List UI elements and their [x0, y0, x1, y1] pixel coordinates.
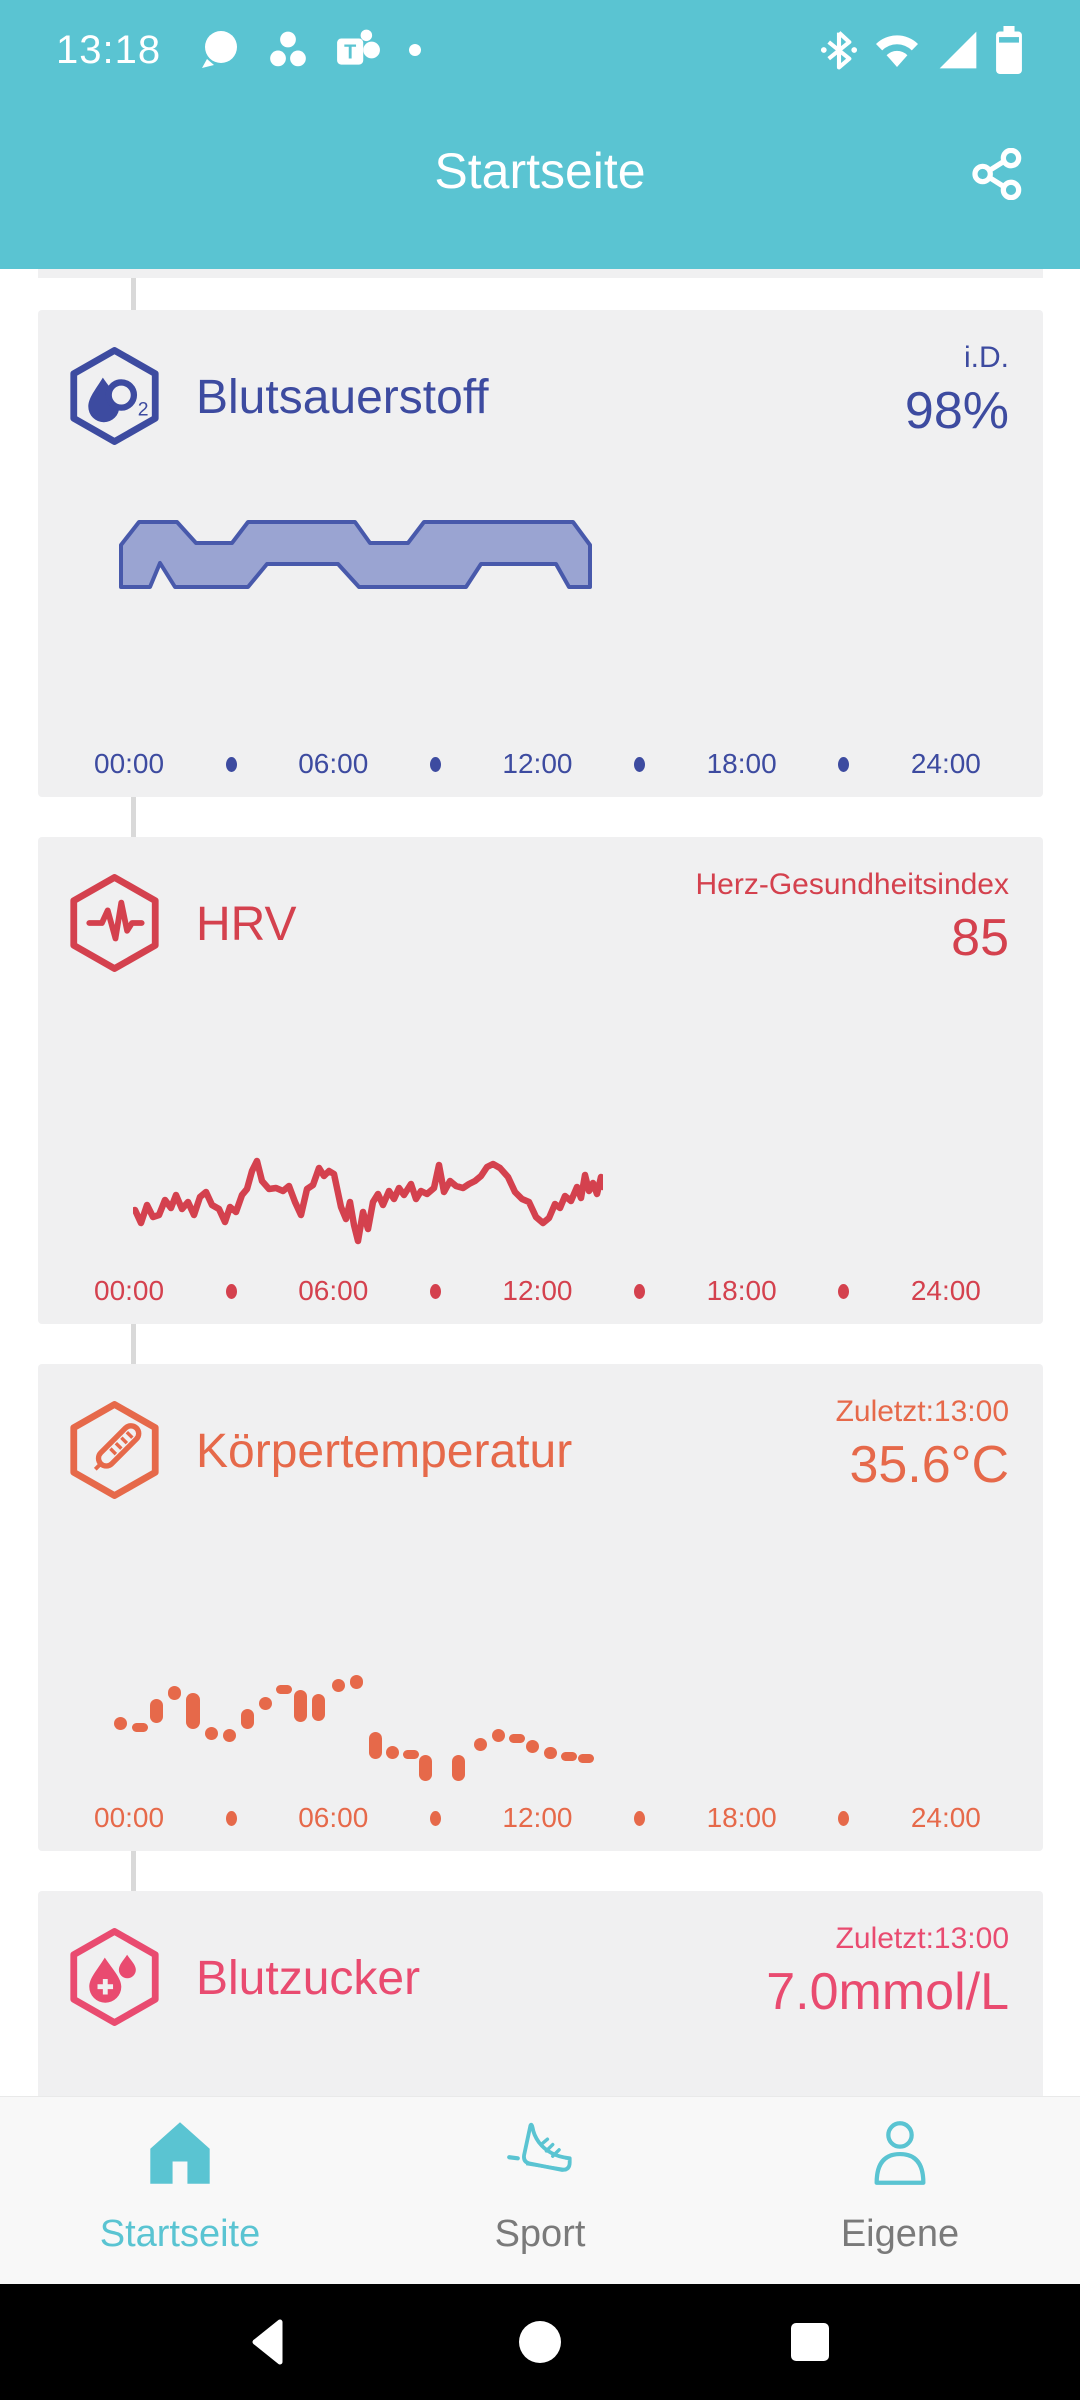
axis-dot	[634, 1283, 646, 1299]
metric-label: i.D.	[964, 341, 1009, 374]
running-shoe-icon	[507, 2122, 572, 2172]
axis-dot	[429, 1810, 441, 1826]
axis-tick: 18:00	[706, 1802, 777, 1833]
android-home-button[interactable]	[405, 2284, 675, 2400]
previous-card-bottom-edge	[38, 269, 1043, 278]
share-icon[interactable]	[972, 148, 1024, 200]
metric-label: Zuletzt:13:00	[835, 1922, 1009, 1955]
wifi-icon	[876, 35, 918, 67]
hrv-icon	[70, 874, 159, 972]
svg-text:T: T	[344, 41, 356, 63]
page-title: Startseite	[434, 143, 646, 199]
person-icon	[874, 2121, 926, 2185]
blood-oxygen-icon: 2	[70, 347, 159, 445]
metric-label: Zuletzt:13:00	[835, 1395, 1009, 1428]
metric-value: 7.0mmol/L	[766, 1963, 1009, 2021]
battery-icon	[996, 26, 1022, 74]
metric-value: 98%	[904, 382, 1009, 440]
axis-dot	[225, 1283, 237, 1299]
status-time: 13:18	[56, 27, 162, 72]
svg-text:2: 2	[138, 398, 149, 420]
card-hrv[interactable]: HRV Herz-Gesundheitsindex 85 00:00 06:00 1…	[38, 837, 1043, 1324]
home-icon	[150, 2122, 210, 2184]
axis-dot	[225, 1810, 237, 1826]
nav-item-eigene[interactable]: Eigene	[720, 2097, 1080, 2284]
time-axis: 00:00 06:00 12:00 18:00 24:00	[94, 1275, 981, 1307]
status-bar: 13:18 T	[0, 0, 1080, 100]
title-bar: Startseite	[0, 100, 1080, 269]
temperature-capsule-chart	[114, 1675, 594, 1781]
card-title: Blutzucker	[196, 1952, 421, 2005]
teams-icon: T	[337, 29, 381, 65]
axis-tick: 24:00	[910, 1802, 981, 1833]
axis-dot	[838, 756, 850, 772]
card-metric: Zuletzt:13:00 35.6°C	[836, 1394, 1009, 1496]
card-metric: Zuletzt:13:00 7.0mmol/L	[766, 1921, 1009, 2023]
card-blood-glucose[interactable]: Blutzucker Zuletzt:13:00 7.0mmol/L	[38, 1891, 1043, 2096]
nav-label: Eigene	[840, 2213, 960, 2255]
status-notification-icons: T	[197, 28, 423, 72]
notification-dot	[409, 44, 422, 56]
metric-value: 85	[951, 909, 1009, 967]
card-blood-oxygen[interactable]: 2 Blutsauerstoff i.D. 98% 00:00 06:00 12:0…	[38, 310, 1043, 797]
time-axis: 00:00 06:00 12:00 18:00 24:00	[94, 748, 981, 780]
axis-tick: 24:00	[910, 1275, 981, 1306]
nav-label: Sport	[494, 2213, 586, 2255]
blood-glucose-icon	[70, 1928, 159, 2026]
axis-dot	[634, 756, 646, 772]
nav-label: Startseite	[99, 2213, 261, 2255]
axis-tick: 18:00	[706, 1275, 777, 1306]
bottom-navigation: Startseite Sport Eigene	[0, 2096, 1080, 2284]
card-title: HRV	[196, 898, 297, 951]
tri-dot-icon	[270, 31, 306, 67]
axis-dot	[838, 1810, 850, 1826]
metric-label: Herz-Gesundheitsindex	[695, 868, 1010, 901]
card-metric: Herz-Gesundheitsindex 85	[696, 867, 1010, 969]
android-recents-button[interactable]	[675, 2284, 945, 2400]
card-metric: i.D. 98%	[905, 340, 1009, 442]
axis-dot	[634, 1810, 646, 1826]
axis-dot	[429, 756, 441, 772]
bluetooth-icon	[820, 31, 858, 70]
axis-tick: 06:00	[298, 1802, 369, 1833]
axis-tick: 18:00	[706, 748, 777, 779]
axis-tick: 12:00	[502, 1802, 573, 1833]
thermometer-icon	[70, 1401, 159, 1499]
axis-tick: 06:00	[298, 748, 369, 779]
axis-dot	[225, 756, 237, 772]
status-system-icons	[820, 26, 1024, 74]
nav-item-sport[interactable]: Sport	[360, 2097, 720, 2284]
messages-icon	[202, 31, 238, 68]
hrv-line-chart	[133, 1157, 603, 1245]
axis-dot	[838, 1283, 850, 1299]
card-body-temperature[interactable]: Körpertemperatur Zuletzt:13:00 35.6°C 00…	[38, 1364, 1043, 1851]
axis-dot	[429, 1283, 441, 1299]
nav-item-startseite[interactable]: Startseite	[0, 2097, 360, 2284]
metric-value: 35.6°C	[849, 1436, 1009, 1494]
card-title: Blutsauerstoff	[196, 371, 489, 424]
axis-tick: 24:00	[910, 748, 981, 779]
android-navigation-bar	[0, 2284, 1080, 2400]
axis-tick: 06:00	[298, 1275, 369, 1306]
app-header: 13:18 T	[0, 0, 1080, 269]
axis-tick: 00:00	[94, 1275, 165, 1306]
axis-tick: 12:00	[502, 748, 573, 779]
card-title: Körpertemperatur	[196, 1425, 573, 1478]
axis-tick: 12:00	[502, 1275, 573, 1306]
android-back-button[interactable]	[135, 2284, 405, 2400]
blood-oxygen-band-chart	[119, 520, 592, 589]
time-axis: 00:00 06:00 12:00 18:00 24:00	[94, 1802, 981, 1834]
cell-signal-icon	[939, 31, 977, 69]
axis-tick: 00:00	[94, 748, 165, 779]
axis-tick: 00:00	[94, 1802, 165, 1833]
